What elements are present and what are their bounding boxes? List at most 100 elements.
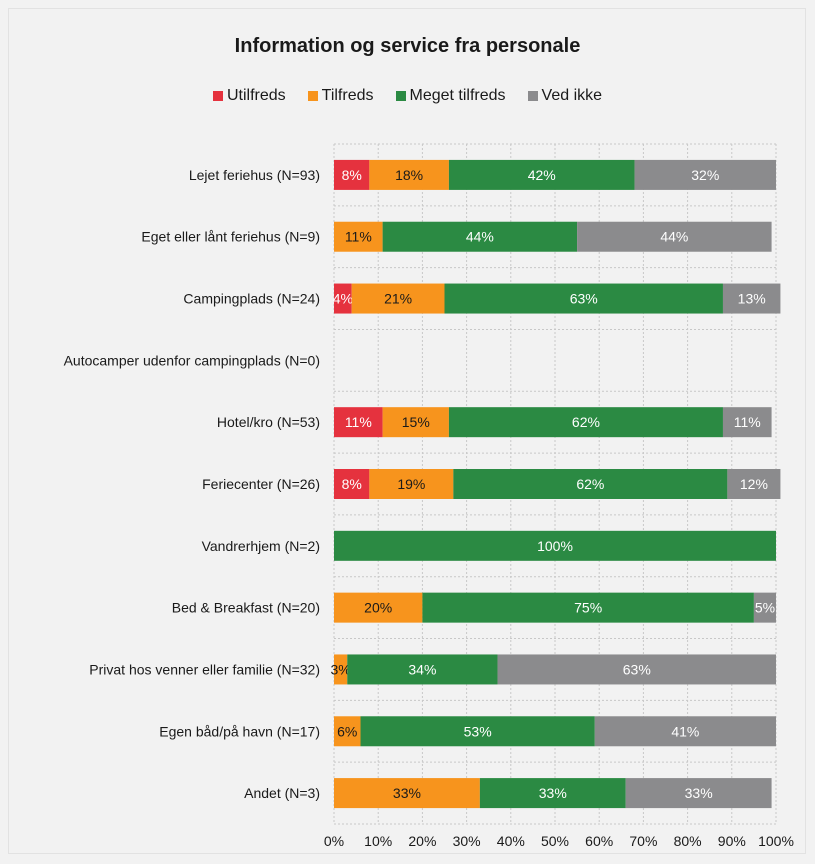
legend-label-3: Ved ikke <box>541 87 603 104</box>
x-tick-label-9: 90% <box>718 833 746 849</box>
bar-0-2 <box>334 283 352 314</box>
category-label-0: Lejet feriehus (N=93) <box>189 167 320 183</box>
data-label-1-9: 6% <box>337 723 357 739</box>
chart-title: Information og service fra personale <box>234 35 581 57</box>
bar-2-10 <box>479 778 626 809</box>
legend-swatch-0 <box>212 91 223 101</box>
data-label-3-5: 12% <box>740 476 768 492</box>
legend-item-0: Utilfreds <box>212 87 286 105</box>
x-tick-label-4: 40% <box>497 833 525 849</box>
x-tick-label-6: 60% <box>585 833 613 849</box>
bar-3-1 <box>577 221 772 252</box>
category-label-7: Bed & Breakfast (N=20) <box>172 600 320 616</box>
legend-item-2: Meget tilfreds <box>395 87 506 105</box>
bar-2-6 <box>334 530 776 561</box>
bar-0-4 <box>334 407 383 438</box>
bar-1-9 <box>334 716 361 747</box>
bar-2-9 <box>360 716 595 747</box>
data-label-2-7: 75% <box>574 600 602 616</box>
legend-label-0: Utilfreds <box>226 87 286 104</box>
data-label-2-2: 63% <box>570 291 598 307</box>
bar-2-5 <box>453 469 728 499</box>
x-tick-label-10: 100% <box>758 833 794 849</box>
x-tick-label-2: 20% <box>408 833 436 849</box>
bar-3-5 <box>727 469 781 499</box>
data-label-0-4: 11% <box>345 414 372 430</box>
data-label-1-4: 15% <box>402 414 430 430</box>
legend-swatch-3 <box>527 91 538 101</box>
data-label-1-1: 11% <box>345 229 372 245</box>
legend-swatch-1 <box>307 91 318 101</box>
data-label-3-1: 44% <box>660 229 688 245</box>
data-label-2-5: 62% <box>576 476 604 492</box>
x-tick-label-5: 50% <box>541 833 569 849</box>
data-label-3-9: 41% <box>671 723 699 739</box>
bar-3-4 <box>722 407 772 438</box>
bar-1-0 <box>369 159 449 190</box>
category-label-9: Egen båd/på havn (N=17) <box>159 723 320 739</box>
data-label-0-0: 8% <box>342 167 362 183</box>
bar-2-1 <box>382 221 578 252</box>
bar-3-2 <box>722 283 781 314</box>
category-label-8: Privat hos venner eller familie (N=32) <box>89 661 320 677</box>
bar-3-0 <box>634 159 776 190</box>
bar-1-7 <box>334 592 423 623</box>
category-label-3: Autocamper udenfor campingplads (N=0) <box>64 352 320 368</box>
x-tick-label-1: 10% <box>364 833 392 849</box>
bar-1-2 <box>351 283 445 314</box>
data-label-1-7: 20% <box>364 600 392 616</box>
bar-2-2 <box>444 283 723 314</box>
bar-1-10 <box>334 778 480 809</box>
data-label-2-0: 42% <box>528 167 556 183</box>
x-tick-label-3: 30% <box>453 833 481 849</box>
category-label-2: Campingplads (N=24) <box>183 291 320 307</box>
bar-2-4 <box>448 407 723 438</box>
bar-1-1 <box>334 221 383 252</box>
data-label-3-4: 11% <box>734 414 761 430</box>
legend-label-2: Meget tilfreds <box>409 87 506 104</box>
data-label-0-2: 4% <box>333 291 353 307</box>
bar-3-7 <box>753 592 776 623</box>
category-label-4: Hotel/kro (N=53) <box>217 414 320 430</box>
bar-3-9 <box>594 716 776 747</box>
category-label-1: Eget eller lånt feriehus (N=9) <box>141 229 320 245</box>
x-tick-label-7: 70% <box>629 833 657 849</box>
x-tick-label-0: 0% <box>324 833 344 849</box>
legend-label-1: Tilfreds <box>321 87 374 104</box>
bar-1-8 <box>334 654 348 685</box>
data-label-2-9: 53% <box>464 723 492 739</box>
legend-item-3: Ved ikke <box>527 87 603 105</box>
legend-swatch-2 <box>395 91 406 101</box>
data-label-3-7: 5% <box>755 600 775 616</box>
x-tick-label-8: 80% <box>674 833 702 849</box>
data-label-2-6: 100% <box>537 538 573 554</box>
data-label-0-5: 8% <box>342 476 362 492</box>
data-label-2-1: 44% <box>466 229 494 245</box>
data-label-1-2: 21% <box>384 291 412 307</box>
data-label-1-10: 33% <box>393 785 421 801</box>
data-label-2-4: 62% <box>572 414 600 430</box>
bar-1-4 <box>382 407 449 438</box>
bar-2-8 <box>347 654 498 685</box>
category-label-5: Feriecenter (N=26) <box>202 476 320 492</box>
legend-item-1: Tilfreds <box>307 87 374 105</box>
bar-0-5 <box>334 469 370 499</box>
data-label-3-2: 13% <box>738 291 766 307</box>
chart-legend: Utilfreds Tilfreds Meget tilfreds Ved ikke <box>0 87 815 105</box>
category-label-6: Vandrerhjem (N=2) <box>202 538 320 554</box>
data-label-1-8: 3% <box>331 661 351 677</box>
data-label-3-8: 63% <box>623 661 651 677</box>
bar-2-7 <box>422 592 754 623</box>
bar-0-0 <box>334 159 370 190</box>
data-label-2-8: 34% <box>408 661 436 677</box>
bar-3-8 <box>497 654 776 685</box>
data-label-3-0: 32% <box>691 167 719 183</box>
data-label-3-10: 33% <box>685 785 713 801</box>
category-label-10: Andet (N=3) <box>244 785 320 801</box>
bar-2-0 <box>448 159 635 190</box>
data-label-1-5: 19% <box>397 476 425 492</box>
bar-1-5 <box>369 469 454 499</box>
data-label-1-0: 18% <box>395 167 423 183</box>
bar-3-10 <box>625 778 772 809</box>
